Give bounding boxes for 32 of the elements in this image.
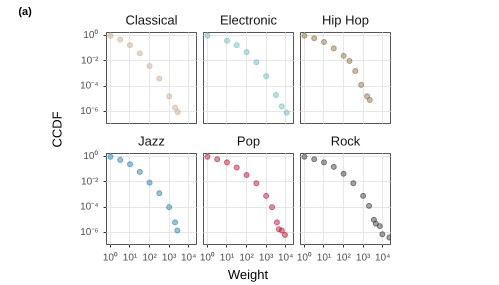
y-tick-label: 10⁻⁴ [80,80,98,92]
y-tick-label: 10⁻⁶ [80,226,99,238]
x-tick-label: 10⁰ [102,252,118,264]
chart-title: Electronic [220,12,278,28]
x-axis-title: Weight [228,266,269,282]
x-tick-label: 10¹ [316,252,332,264]
x-tick-label: 10² [336,252,352,264]
y-axis-title: CCDF [50,111,65,148]
y-tick-label: 10⁻² [81,55,100,66]
chart-title: Classical [125,12,178,28]
y-tick-label: 10⁻⁶ [80,106,99,117]
chart-title: Jazz [138,134,165,148]
x-tick-label: 10⁰ [200,252,215,264]
x-tick-label: 10⁰ [296,252,312,264]
y-tick-label: 10⁰ [83,150,98,162]
x-tick-label: 10³ [162,252,178,264]
x-tick-label: 10⁴ [375,252,390,264]
x-tick-label: 10³ [258,252,274,264]
x-tick-label: 10³ [356,252,372,264]
x-tick-label: 10¹ [122,252,138,264]
x-tick-label: 10⁴ [278,252,294,264]
text: (a) [18,6,32,18]
chart-title: Hip Hop [322,12,369,28]
chart-title: Rock [330,134,361,148]
x-tick-label: 10² [142,252,158,264]
x-tick-label: 10¹ [220,252,235,264]
y-tick-label: 10⁻⁴ [80,202,98,213]
x-tick-label: 10⁴ [181,252,196,264]
y-tick-label: 10⁰ [83,29,98,42]
y-tick-label: 10⁻² [81,176,100,188]
chart-title: Pop [236,134,260,148]
x-tick-label: 10² [239,252,254,264]
